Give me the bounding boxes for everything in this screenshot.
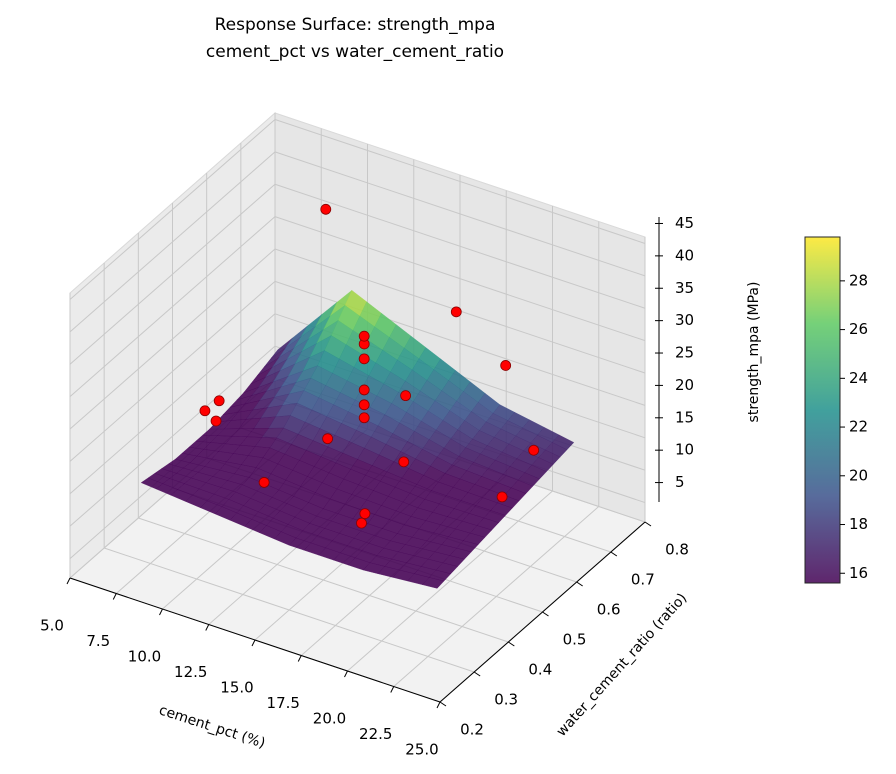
x-tick-label: 5.0 xyxy=(40,617,64,635)
x-tick xyxy=(112,593,117,600)
grid-line xyxy=(69,345,276,527)
data-point xyxy=(356,517,367,529)
colorbar-tick-label: 24 xyxy=(849,369,868,387)
y-tick-label: 0.4 xyxy=(528,661,552,679)
colorbar-tick-label: 20 xyxy=(849,466,868,484)
x-tick-label: 10.0 xyxy=(128,648,161,666)
z-tick-label: 5 xyxy=(675,473,685,491)
data-point xyxy=(358,330,370,342)
data-point xyxy=(322,433,334,445)
grid-line xyxy=(138,517,509,643)
colorbar-tick-label: 18 xyxy=(849,515,868,533)
data-point xyxy=(258,477,270,488)
y-tick-label: 0.6 xyxy=(597,601,621,619)
surface-patch xyxy=(421,577,445,589)
grid-line xyxy=(274,151,646,277)
z-tick-label: 35 xyxy=(675,279,694,297)
grid-line xyxy=(274,216,646,342)
y-axis-label: water_cement_ratio (ratio) xyxy=(554,590,691,739)
colorbar xyxy=(804,236,841,584)
grid-line xyxy=(69,248,276,430)
data-point xyxy=(213,395,225,407)
grid-line xyxy=(69,183,276,365)
x-axis-label: cement_pct (%) xyxy=(157,702,267,751)
x-tick-label: 15.0 xyxy=(220,679,253,697)
grid-line xyxy=(274,119,646,244)
grid-line xyxy=(69,216,276,398)
y-tick xyxy=(644,521,652,527)
y-tick xyxy=(542,611,549,617)
x-tick xyxy=(159,608,163,616)
data-point xyxy=(400,390,412,402)
grid-line xyxy=(274,183,646,309)
z-axis-label: strength_mpa (MPa) xyxy=(746,282,762,423)
x-tick xyxy=(66,577,71,585)
plot-3d: 5.0 7.5 10.0 12.5 15.0 17.5 20.0 22.5 25.0 0.2 0.3… xyxy=(40,111,762,759)
x-tick-label: 22.5 xyxy=(359,725,392,743)
z-tick-label: 15 xyxy=(675,408,694,426)
z-tick-label: 20 xyxy=(675,376,694,394)
colorbar-tick-label: 28 xyxy=(849,271,868,289)
z-tick-label: 45 xyxy=(675,214,694,232)
data-point xyxy=(199,405,211,417)
grid-line xyxy=(104,547,475,673)
grid-line xyxy=(274,280,646,406)
x-tick-label: 25.0 xyxy=(405,741,438,759)
y-tick-label: 0.3 xyxy=(494,691,518,709)
grid-line xyxy=(69,281,276,462)
grid-line xyxy=(69,313,276,495)
chart-title: Response Surface: strength_mpa xyxy=(215,15,496,35)
colorbar-axis: 16 18 20 22 24 26 28 xyxy=(840,271,868,582)
x-tick xyxy=(251,639,256,647)
data-point xyxy=(359,508,371,520)
y-tick-label: 0.5 xyxy=(563,631,587,649)
y-tick xyxy=(473,671,481,677)
data-point xyxy=(398,456,410,468)
grid-line xyxy=(69,119,276,300)
y-tick xyxy=(508,641,515,647)
data-point xyxy=(528,444,540,456)
x-tick xyxy=(390,686,395,693)
data-point xyxy=(450,306,462,318)
y-tick-label: 0.2 xyxy=(460,721,484,739)
data-point xyxy=(358,353,370,365)
data-point xyxy=(358,412,370,424)
data-point xyxy=(210,415,222,427)
z-tick-label: 30 xyxy=(675,311,694,329)
data-point xyxy=(358,399,370,411)
z-tick-label: 10 xyxy=(675,441,694,459)
x-tick-label: 20.0 xyxy=(313,710,346,728)
data-point xyxy=(500,360,512,371)
colorbar-tick-label: 26 xyxy=(849,320,868,338)
y-tick xyxy=(439,701,447,707)
x-tick xyxy=(205,624,210,631)
y-tick-label: 0.8 xyxy=(665,541,689,559)
z-tick-label: 25 xyxy=(675,344,694,362)
data-point xyxy=(496,491,508,503)
colorbar-tick-label: 16 xyxy=(849,564,868,582)
y-tick xyxy=(576,581,583,587)
data-point xyxy=(320,203,332,215)
colorbar-tick-label: 22 xyxy=(849,418,868,436)
x-tick xyxy=(344,670,348,678)
grid-line xyxy=(69,151,276,333)
z-tick-label: 40 xyxy=(675,246,694,264)
y-tick xyxy=(610,551,618,557)
x-tick-label: 12.5 xyxy=(174,663,207,681)
data-point xyxy=(358,384,370,396)
chart-subtitle: cement_pct vs water_cement_ratio xyxy=(206,42,504,62)
x-tick xyxy=(297,655,302,662)
y-tick-label: 0.7 xyxy=(631,571,655,589)
x-tick-label: 17.5 xyxy=(267,694,300,712)
x-tick-label: 7.5 xyxy=(86,632,110,650)
x-tick xyxy=(436,701,441,709)
